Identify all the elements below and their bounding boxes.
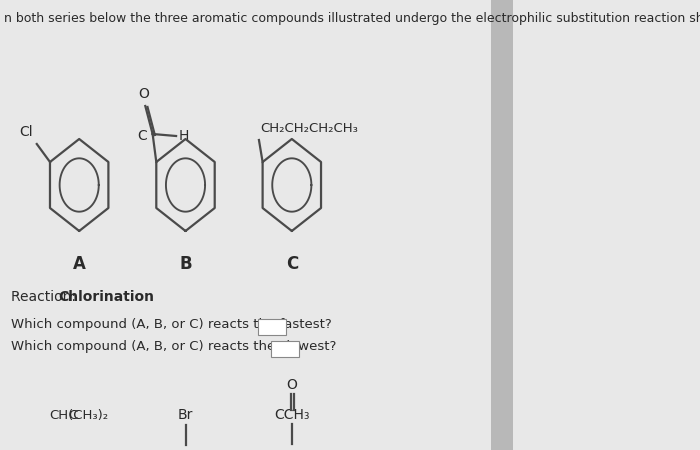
- Text: C: C: [137, 129, 147, 143]
- Text: O: O: [286, 378, 297, 392]
- Text: H: H: [178, 129, 189, 143]
- Text: v: v: [276, 322, 281, 332]
- Bar: [491, 0, 513, 450]
- Bar: [258, 319, 286, 335]
- Text: Which compound (A, B, or C) reacts the slowest?: Which compound (A, B, or C) reacts the s…: [11, 340, 337, 353]
- Text: Ċ: Ċ: [69, 409, 78, 422]
- Text: v: v: [289, 344, 295, 354]
- Text: B: B: [179, 255, 192, 273]
- Text: Chlorination: Chlorination: [59, 290, 155, 304]
- Text: CCH₃: CCH₃: [274, 408, 309, 422]
- Text: Br: Br: [178, 408, 193, 422]
- Text: CH₂CH₂CH₂CH₃: CH₂CH₂CH₂CH₃: [260, 122, 358, 135]
- Text: Which compound (A, B, or C) reacts the fastest?: Which compound (A, B, or C) reacts the f…: [11, 318, 332, 331]
- Text: n both series below the three aromatic compounds illustrated undergo the electro: n both series below the three aromatic c…: [4, 12, 700, 25]
- Text: C: C: [286, 255, 298, 273]
- Text: A: A: [73, 255, 85, 273]
- Text: Reaction:: Reaction:: [11, 290, 80, 304]
- Bar: [272, 341, 299, 357]
- Text: O: O: [139, 87, 149, 101]
- Text: CH(CH₃)₂: CH(CH₃)₂: [50, 409, 108, 422]
- Text: Cl: Cl: [20, 125, 33, 139]
